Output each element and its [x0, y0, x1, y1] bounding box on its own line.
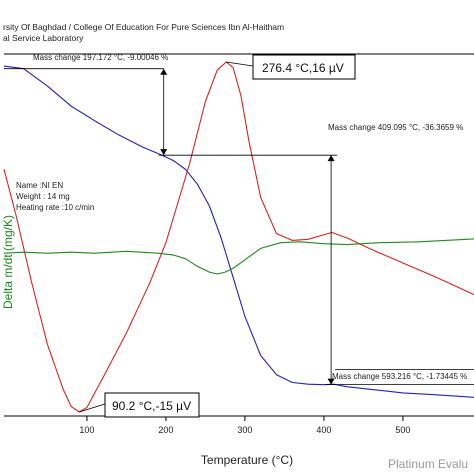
y-axis-label: Delta m/dt (mg/K)	[1, 215, 15, 309]
annotation-mass-change-3: Mass change 593.216 °C, -1.73445 %	[332, 372, 467, 381]
x-tick-label: 200	[158, 425, 173, 435]
callout-exo-peak: 276.4 °C,16 µV	[252, 54, 356, 80]
x-tick-label: 400	[316, 425, 331, 435]
lab-header-line1: rsity Of Baghdad / College Of Education …	[3, 22, 284, 32]
arrow-head	[160, 68, 168, 75]
arrow-head	[327, 378, 335, 385]
dta-curve	[3, 61, 474, 413]
x-axis-ticks: 100 200 300 400 500	[79, 416, 410, 435]
arrow-head	[160, 149, 168, 156]
callout-endo-peak: 90.2 °C,-15 µV	[104, 392, 200, 418]
sample-weight: Weight : 14 mg	[16, 192, 70, 201]
series-layer	[3, 61, 474, 413]
callout-exo-peak-label: 276.4 °C,16 µV	[262, 61, 344, 75]
marker-layer	[4, 61, 474, 413]
sample-info: Name :NI EN Weight : 14 mg Heating rate …	[16, 181, 94, 212]
exo-peak-leader	[226, 61, 254, 67]
x-tick-label: 300	[237, 425, 252, 435]
dtg-curve	[3, 238, 474, 275]
lab-header-line2: al Service Laboratory	[3, 33, 84, 43]
x-axis-label: Temperature (°C)	[201, 453, 293, 467]
x-tick-label: 100	[79, 425, 94, 435]
heating-rate: Heating rate :10 c/min	[16, 203, 94, 212]
callout-endo-peak-label: 90.2 °C,-15 µV	[112, 399, 191, 413]
sample-name: Name :NI EN	[16, 181, 63, 190]
plot-frame	[4, 53, 474, 417]
arrow-head	[327, 155, 335, 162]
annotation-mass-change-1: Mass change 197.172 °C, -9.00046 %	[33, 53, 168, 62]
x-tick-label: 500	[395, 425, 410, 435]
tg-curve	[3, 65, 474, 398]
endo-peak-leader	[79, 403, 106, 413]
watermark-text: Platinum Evalu	[388, 457, 468, 471]
annotation-mass-change-2: Mass change 409.095 °C, -36.3659 %	[328, 123, 463, 132]
